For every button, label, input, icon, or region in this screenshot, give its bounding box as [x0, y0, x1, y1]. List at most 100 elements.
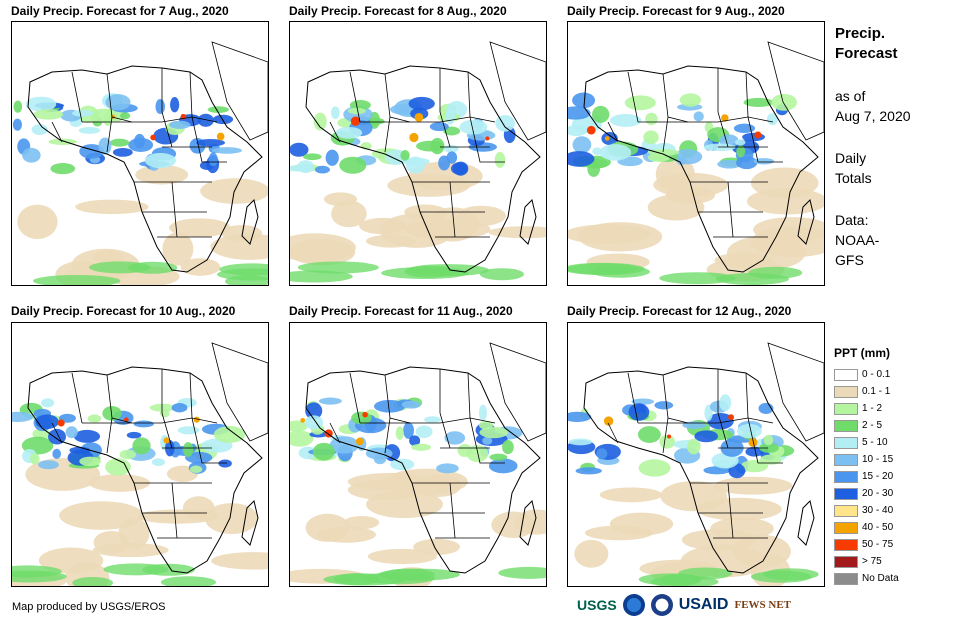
country-border	[607, 121, 619, 143]
legend-swatch	[834, 385, 858, 398]
precip-area	[498, 566, 546, 579]
arabian-peninsula-outline	[211, 342, 268, 442]
precip-area	[748, 266, 803, 279]
precip-area	[411, 443, 431, 451]
precip-area	[290, 430, 314, 447]
data-line1: Data:	[835, 212, 869, 228]
light-precip-area	[367, 548, 437, 565]
legend-label: 20 - 30	[862, 488, 894, 499]
legend-swatch	[834, 538, 858, 551]
legend-swatch	[834, 402, 858, 415]
legend-item: 30 - 40	[834, 502, 899, 519]
country-border	[727, 482, 734, 539]
precip-area	[211, 147, 243, 154]
panel-title-4: Daily Precip. Forecast for 10 Aug., 2020	[11, 304, 236, 318]
country-border	[449, 181, 456, 238]
totals-line2: Totals	[835, 170, 872, 186]
precip-area	[743, 97, 774, 107]
precip-area	[643, 130, 659, 145]
precip-area	[575, 467, 602, 475]
forecast-map-3	[567, 21, 825, 286]
africa-precip-map	[568, 41, 824, 285]
heavy-precip-core	[586, 125, 596, 135]
precip-area	[686, 438, 701, 455]
light-precip-area	[714, 252, 773, 269]
heavy-precip-core	[603, 416, 614, 426]
light-precip-area	[205, 503, 259, 535]
heavy-precip-core	[667, 434, 672, 439]
country-border	[349, 372, 361, 424]
legend-swatch	[834, 436, 858, 449]
africa-outline	[305, 366, 541, 574]
precip-area	[207, 106, 229, 113]
precip-area	[12, 118, 22, 131]
country-border	[171, 181, 178, 238]
legend-swatch	[834, 470, 858, 483]
precip-area	[126, 431, 142, 439]
usgs-seal-logo	[650, 594, 673, 616]
precip-area	[572, 92, 596, 109]
country-border	[329, 121, 341, 143]
country-border	[161, 111, 173, 148]
precip-area	[25, 96, 57, 112]
precip-area	[32, 274, 121, 285]
precip-area	[312, 442, 335, 461]
country-border	[747, 417, 783, 464]
precip-area	[638, 459, 671, 477]
arabian-peninsula-outline	[767, 41, 824, 141]
light-precip-area	[647, 194, 705, 221]
precip-area	[694, 430, 718, 443]
heavy-precip-core	[216, 132, 225, 141]
africa-outline	[27, 65, 263, 273]
country-border	[82, 116, 218, 123]
country-border	[469, 417, 505, 464]
precip-area	[119, 449, 137, 460]
forecast-map-1	[11, 21, 269, 286]
madagascar-outline	[519, 199, 537, 245]
precip-area	[400, 150, 410, 161]
precip-area	[763, 434, 774, 446]
precip-area	[624, 95, 656, 111]
precip-area	[48, 428, 66, 445]
precip-area	[479, 426, 509, 439]
legend-swatch	[834, 555, 858, 568]
precip-area	[568, 151, 595, 167]
precip-area	[478, 404, 488, 421]
country-border	[329, 422, 341, 444]
legend-item: 5 - 10	[834, 434, 899, 451]
precip-area	[297, 261, 379, 274]
precip-area	[650, 575, 719, 586]
light-precip-area	[323, 192, 358, 207]
precip-area	[177, 426, 200, 435]
precip-area	[416, 140, 445, 152]
light-precip-area	[137, 509, 218, 524]
precip-area	[631, 398, 655, 405]
precip-area	[494, 151, 506, 168]
precip-area	[290, 270, 353, 283]
precip-area	[313, 112, 327, 131]
country-border	[171, 482, 178, 539]
light-precip-area	[92, 250, 124, 264]
precip-area	[169, 120, 191, 130]
precip-area	[38, 460, 59, 470]
madagascar-outline	[241, 500, 259, 546]
country-border	[82, 417, 218, 424]
precip-area	[446, 151, 458, 164]
country-border	[161, 412, 173, 449]
precip-area	[339, 156, 367, 174]
usaid-logo: USAID	[678, 596, 729, 613]
precip-area	[50, 163, 76, 175]
precip-area	[424, 416, 441, 424]
heavy-precip-core	[350, 116, 361, 126]
madagascar-outline	[241, 199, 259, 245]
precip-area	[30, 453, 40, 465]
precip-area	[318, 397, 342, 405]
precip-area	[568, 106, 591, 120]
legend-label: 0.1 - 1	[862, 386, 891, 397]
light-precip-area	[290, 233, 356, 262]
precip-area	[290, 142, 309, 157]
precip-area	[572, 136, 592, 154]
precip-area	[303, 153, 322, 161]
country-border	[349, 71, 361, 123]
country-border	[384, 116, 391, 153]
